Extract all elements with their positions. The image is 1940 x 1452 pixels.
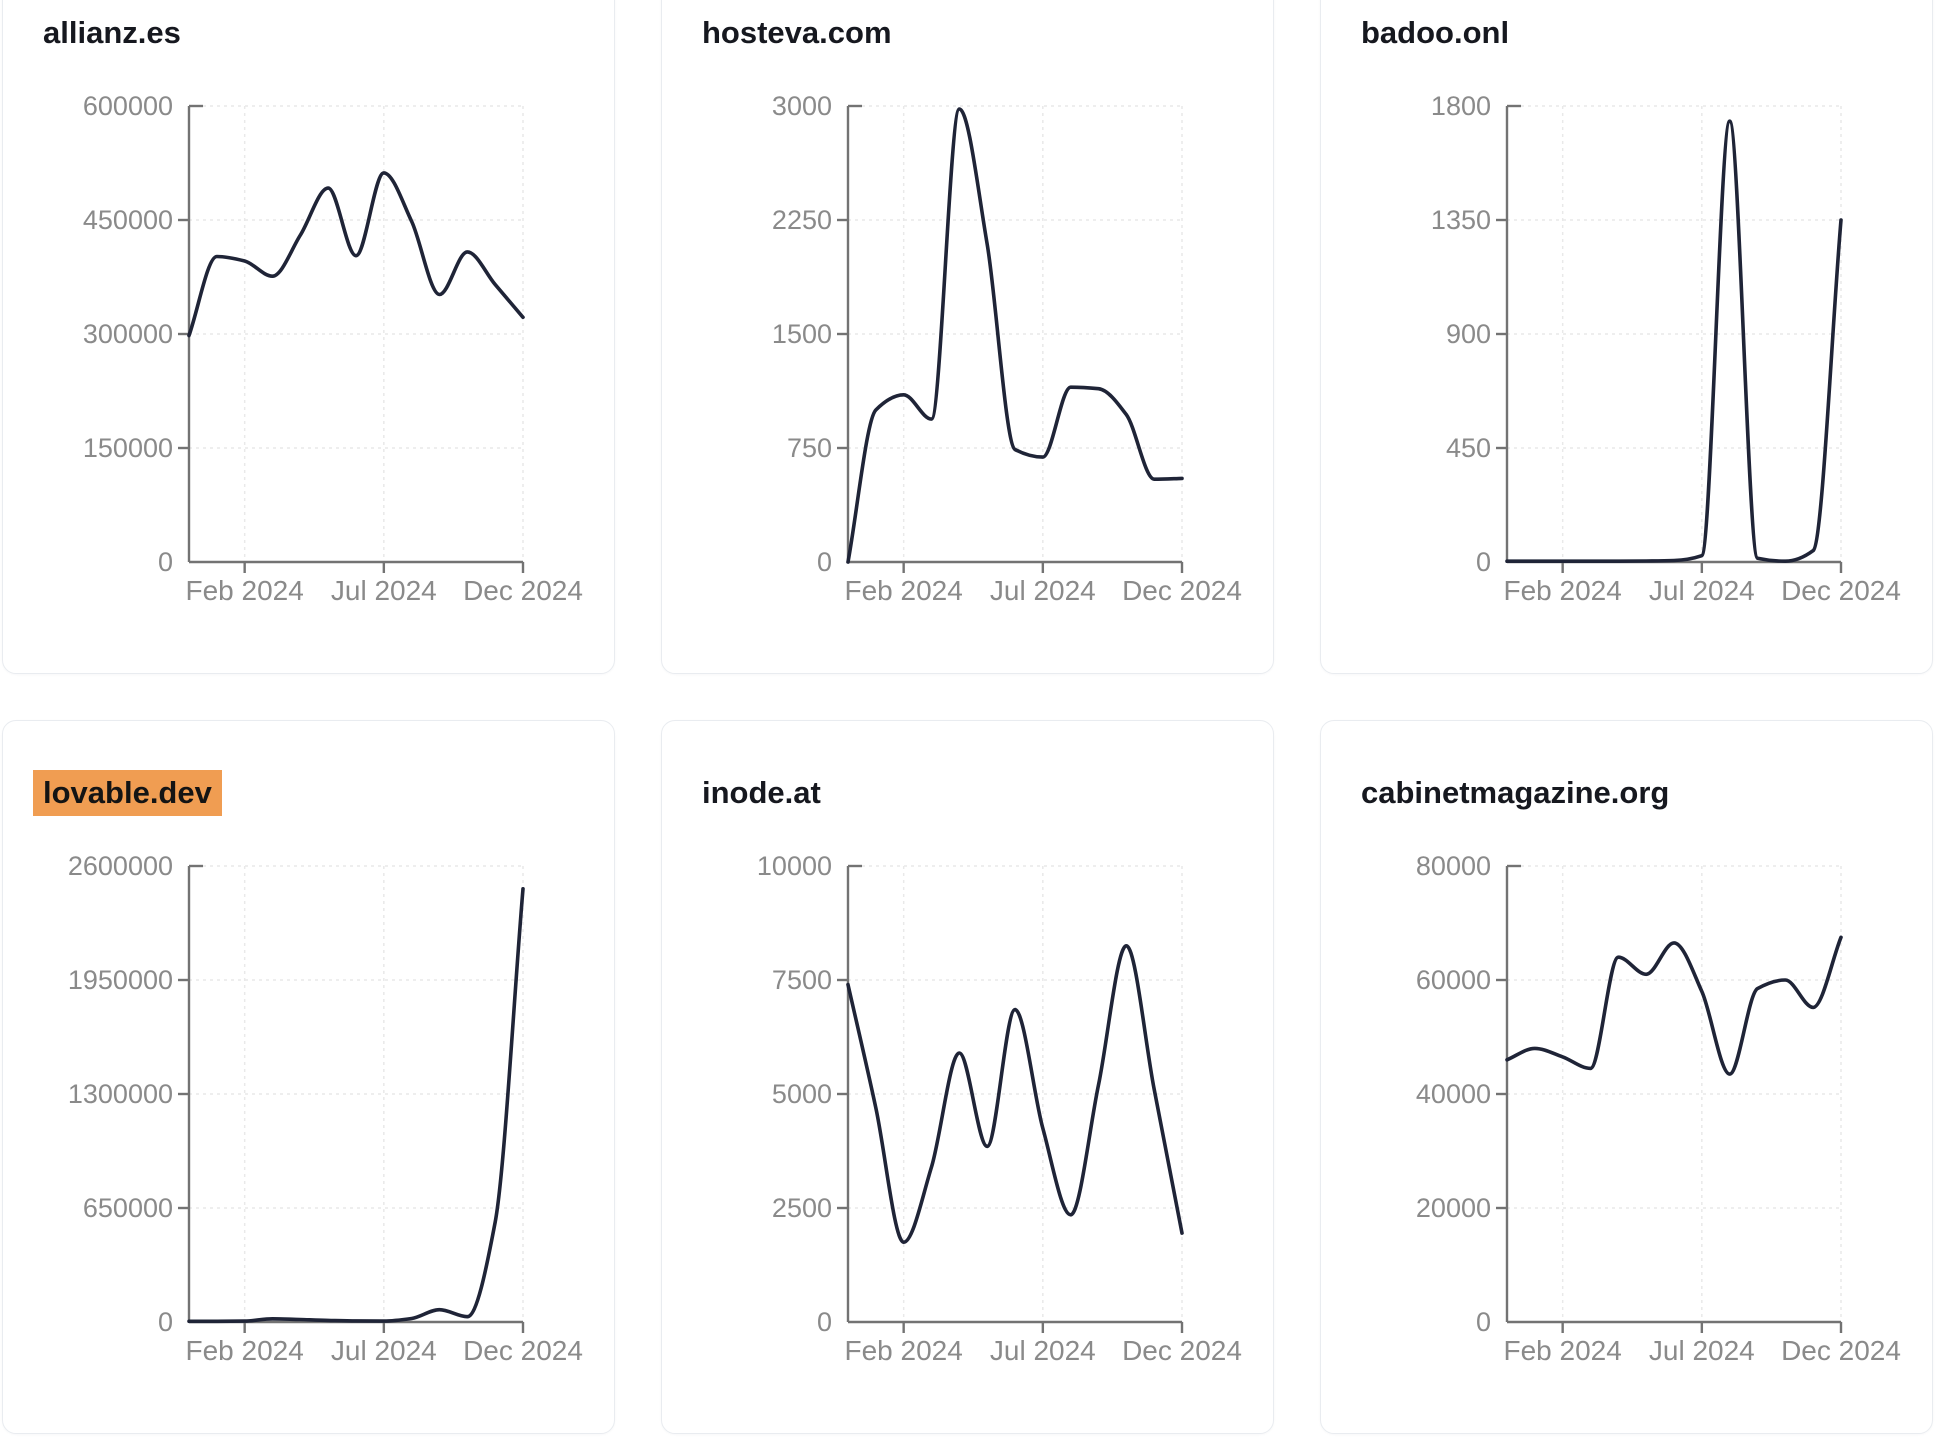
axes	[1496, 104, 1843, 573]
y-axis-tick-label: 1350	[1431, 205, 1491, 235]
x-axis-tick-label: Dec 2024	[1122, 575, 1242, 606]
y-axis-tick-label: 450	[1446, 433, 1491, 463]
y-axis-tick-label: 0	[158, 1307, 173, 1337]
y-axis-tick-label: 40000	[1416, 1079, 1491, 1109]
y-axis-tick-label: 150000	[83, 433, 173, 463]
y-axis-tick-label: 2500	[772, 1193, 832, 1223]
y-axis-tick-label: 10000	[757, 851, 832, 881]
chart-title-text: hosteva.com	[702, 15, 892, 50]
chart-title: cabinetmagazine.org	[1361, 775, 1669, 811]
y-axis-tick-label: 0	[817, 1307, 832, 1337]
line-chart: 0 650000 1300000 1950000 2600000 Feb 2024 Jul …	[68, 851, 583, 1366]
gridlines	[189, 105, 524, 562]
y-axis-tick-label: 1500	[772, 319, 832, 349]
chart-card[interactable]: hosteva.com 0 750 1500 2250 3000 Feb 2024 Jul …	[661, 0, 1274, 674]
axes	[837, 104, 1184, 573]
y-axis-tick-label: 900	[1446, 319, 1491, 349]
chart-card[interactable]: allianz.es 0 150000 300000 450000 600000 Feb …	[2, 0, 615, 674]
gridlines	[848, 865, 1183, 1322]
chart-title: badoo.onl	[1361, 15, 1509, 51]
gridlines	[189, 865, 524, 1322]
chart-card[interactable]: badoo.onl 0 450 900 1350 1800 Feb 2024 Jul 202…	[1320, 0, 1933, 674]
chart-title: lovable.dev	[33, 770, 222, 816]
y-axis-tick-label: 300000	[83, 319, 173, 349]
trend-line	[187, 171, 525, 338]
axes	[837, 864, 1184, 1333]
trend-line	[1505, 119, 1843, 563]
line-chart: 0 750 1500 2250 3000 Feb 2024 Jul 2024 Dec 2024	[772, 91, 1242, 606]
gridlines	[1507, 105, 1842, 562]
y-axis-tick-label: 7500	[772, 965, 832, 995]
x-axis-tick-label: Dec 2024	[463, 575, 583, 606]
y-axis-tick-label: 0	[1476, 547, 1491, 577]
chart-title-text: badoo.onl	[1361, 15, 1510, 50]
y-axis-tick-label: 2600000	[68, 851, 173, 881]
x-axis-tick-label: Jul 2024	[990, 1335, 1096, 1366]
x-axis-tick-label: Jul 2024	[1649, 1335, 1755, 1366]
y-axis-tick-label: 650000	[83, 1193, 173, 1223]
y-axis-tick-label: 600000	[83, 91, 173, 121]
x-axis-tick-label: Jul 2024	[331, 1335, 437, 1366]
line-chart: 0 2500 5000 7500 10000 Feb 2024 Jul 2024 Dec 20…	[757, 851, 1242, 1366]
y-axis-tick-label: 0	[1476, 1307, 1491, 1337]
chart-title-text: inode.at	[702, 775, 821, 810]
chart-title: inode.at	[702, 775, 821, 811]
chart-title-text: allianz.es	[43, 15, 181, 50]
trend-line	[1505, 935, 1843, 1076]
trend-line	[846, 944, 1184, 1244]
x-axis-tick-label: Dec 2024	[1122, 1335, 1242, 1366]
x-axis-tick-label: Feb 2024	[186, 1335, 304, 1366]
y-axis-tick-label: 1800	[1431, 91, 1491, 121]
axes	[1496, 864, 1843, 1333]
x-axis-tick-label: Feb 2024	[845, 575, 963, 606]
y-axis-tick-label: 0	[158, 547, 173, 577]
trend-line	[187, 887, 525, 1324]
x-axis-tick-label: Dec 2024	[1781, 1335, 1901, 1366]
y-axis-tick-label: 3000	[772, 91, 832, 121]
y-axis-tick-label: 1950000	[68, 965, 173, 995]
line-chart: 0 20000 40000 60000 80000 Feb 2024 Jul 2024 Dec…	[1416, 851, 1901, 1366]
line-chart: 0 450 900 1350 1800 Feb 2024 Jul 2024 Dec 2024	[1431, 91, 1901, 606]
x-axis-tick-label: Jul 2024	[331, 575, 437, 606]
y-axis-tick-label: 750	[787, 433, 832, 463]
axis-labels: 0 450 900 1350 1800 Feb 2024 Jul 2024 Dec 2024	[1431, 91, 1901, 606]
axis-labels: 0 650000 1300000 1950000 2600000 Feb 2024 Jul …	[68, 851, 583, 1366]
axis-labels: 0 750 1500 2250 3000 Feb 2024 Jul 2024 Dec 2024	[772, 91, 1242, 606]
x-axis-tick-label: Feb 2024	[1504, 1335, 1622, 1366]
x-axis-tick-label: Feb 2024	[845, 1335, 963, 1366]
chart-title: hosteva.com	[702, 15, 892, 51]
x-axis-tick-label: Feb 2024	[1504, 575, 1622, 606]
chart-card[interactable]: lovable.dev 0 650000 1300000 1950000 2600000…	[2, 720, 615, 1434]
y-axis-tick-label: 2250	[772, 205, 832, 235]
x-axis-tick-label: Dec 2024	[1781, 575, 1901, 606]
y-axis-tick-label: 5000	[772, 1079, 832, 1109]
chart-card[interactable]: inode.at 0 2500 5000 7500 10000 Feb 2024 Jul 2…	[661, 720, 1274, 1434]
trend-line	[846, 107, 1184, 564]
axis-labels: 0 150000 300000 450000 600000 Feb 2024 Jul 202…	[83, 91, 583, 606]
gridlines	[1507, 865, 1842, 1322]
chart-title-text: cabinetmagazine.org	[1361, 775, 1670, 810]
x-axis-tick-label: Jul 2024	[990, 575, 1096, 606]
chart-card[interactable]: cabinetmagazine.org 0 20000 40000 60000 8000…	[1320, 720, 1933, 1434]
x-axis-tick-label: Jul 2024	[1649, 575, 1755, 606]
x-axis-tick-label: Feb 2024	[186, 575, 304, 606]
y-axis-tick-label: 20000	[1416, 1193, 1491, 1223]
y-axis-tick-label: 60000	[1416, 965, 1491, 995]
axis-labels: 0 20000 40000 60000 80000 Feb 2024 Jul 2024 Dec…	[1416, 851, 1901, 1366]
y-axis-tick-label: 0	[817, 547, 832, 577]
y-axis-tick-label: 450000	[83, 205, 173, 235]
x-axis-tick-label: Dec 2024	[463, 1335, 583, 1366]
gridlines	[848, 105, 1183, 562]
axis-labels: 0 2500 5000 7500 10000 Feb 2024 Jul 2024 Dec 20…	[757, 851, 1242, 1366]
axes	[178, 864, 525, 1333]
chart-title: allianz.es	[43, 15, 181, 51]
chart-title-text: lovable.dev	[33, 770, 222, 816]
y-axis-tick-label: 1300000	[68, 1079, 173, 1109]
axes	[178, 104, 525, 573]
y-axis-tick-label: 80000	[1416, 851, 1491, 881]
line-chart: 0 150000 300000 450000 600000 Feb 2024 Jul 202…	[83, 91, 583, 606]
